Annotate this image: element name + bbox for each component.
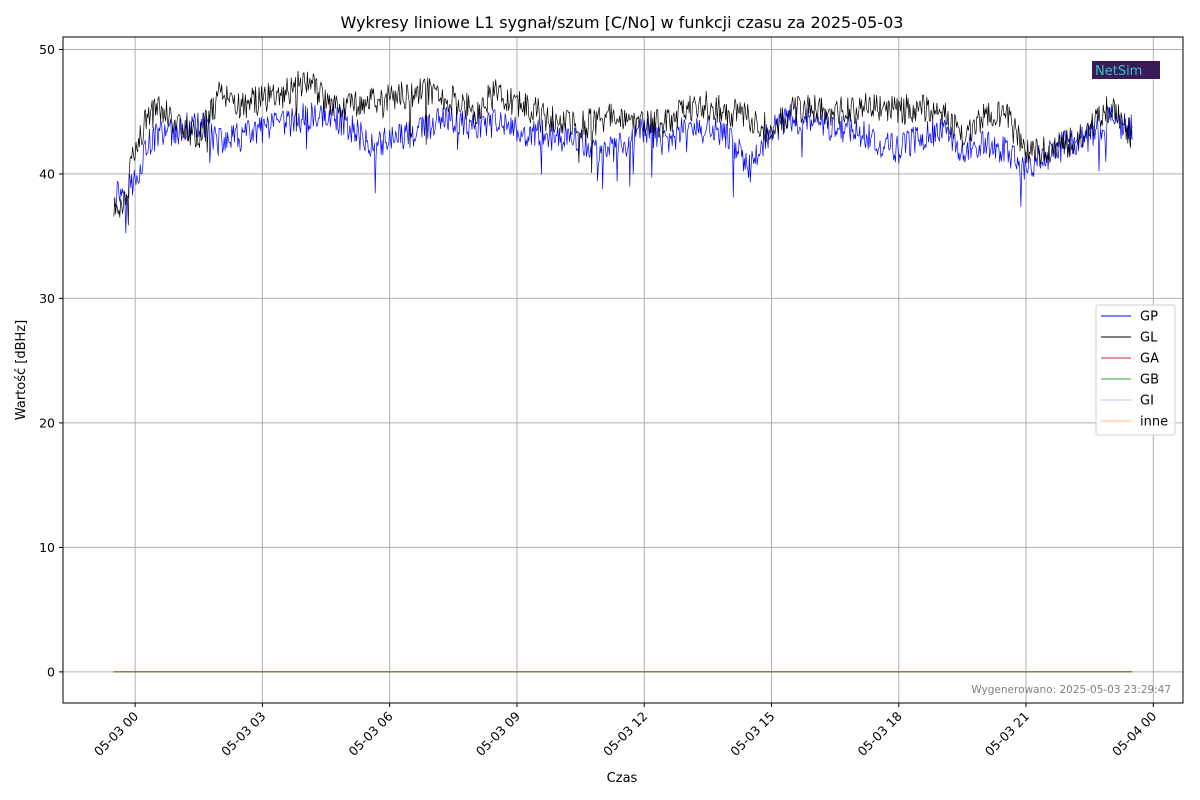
generated-timestamp: Wygenerowano: 2025-05-03 23:29:47 (971, 684, 1171, 696)
logo-background (1092, 61, 1160, 79)
legend-items: GP GL GA GB GI inne (1101, 310, 1168, 430)
y-tick-label: 30 (39, 291, 55, 306)
x-axis-title: Czas (607, 771, 638, 786)
y-tick-label: 10 (39, 540, 55, 555)
legend-label-gp: GP (1140, 310, 1158, 325)
series-line-gl (113, 70, 1133, 226)
logo-badge: NetSim (1092, 61, 1160, 79)
legend-label-ga: GA (1140, 352, 1159, 367)
logo-text: NetSim (1095, 64, 1142, 79)
plot-area-frame (62, 36, 1184, 704)
legend-label-gi: GI (1140, 394, 1154, 409)
legend-label-inne: inne (1140, 415, 1168, 430)
y-tick-label: 20 (39, 415, 55, 430)
y-tick-label: 0 (47, 664, 55, 679)
chart-title: Wykresy liniowe L1 sygnał/szum [C/No] w … (341, 13, 904, 32)
y-tick-label: 50 (39, 42, 55, 57)
legend-label-gl: GL (1140, 331, 1158, 346)
y-axis-title: Wartość [dBHz] (14, 320, 29, 420)
legend-label-gb: GB (1140, 373, 1159, 388)
series-lines (113, 70, 1133, 673)
y-axis-ticks: 0 10 20 30 40 50 (39, 42, 63, 679)
y-tick-label: 40 (39, 166, 55, 181)
legend: GP GL GA GB GI inne (1095, 304, 1176, 436)
